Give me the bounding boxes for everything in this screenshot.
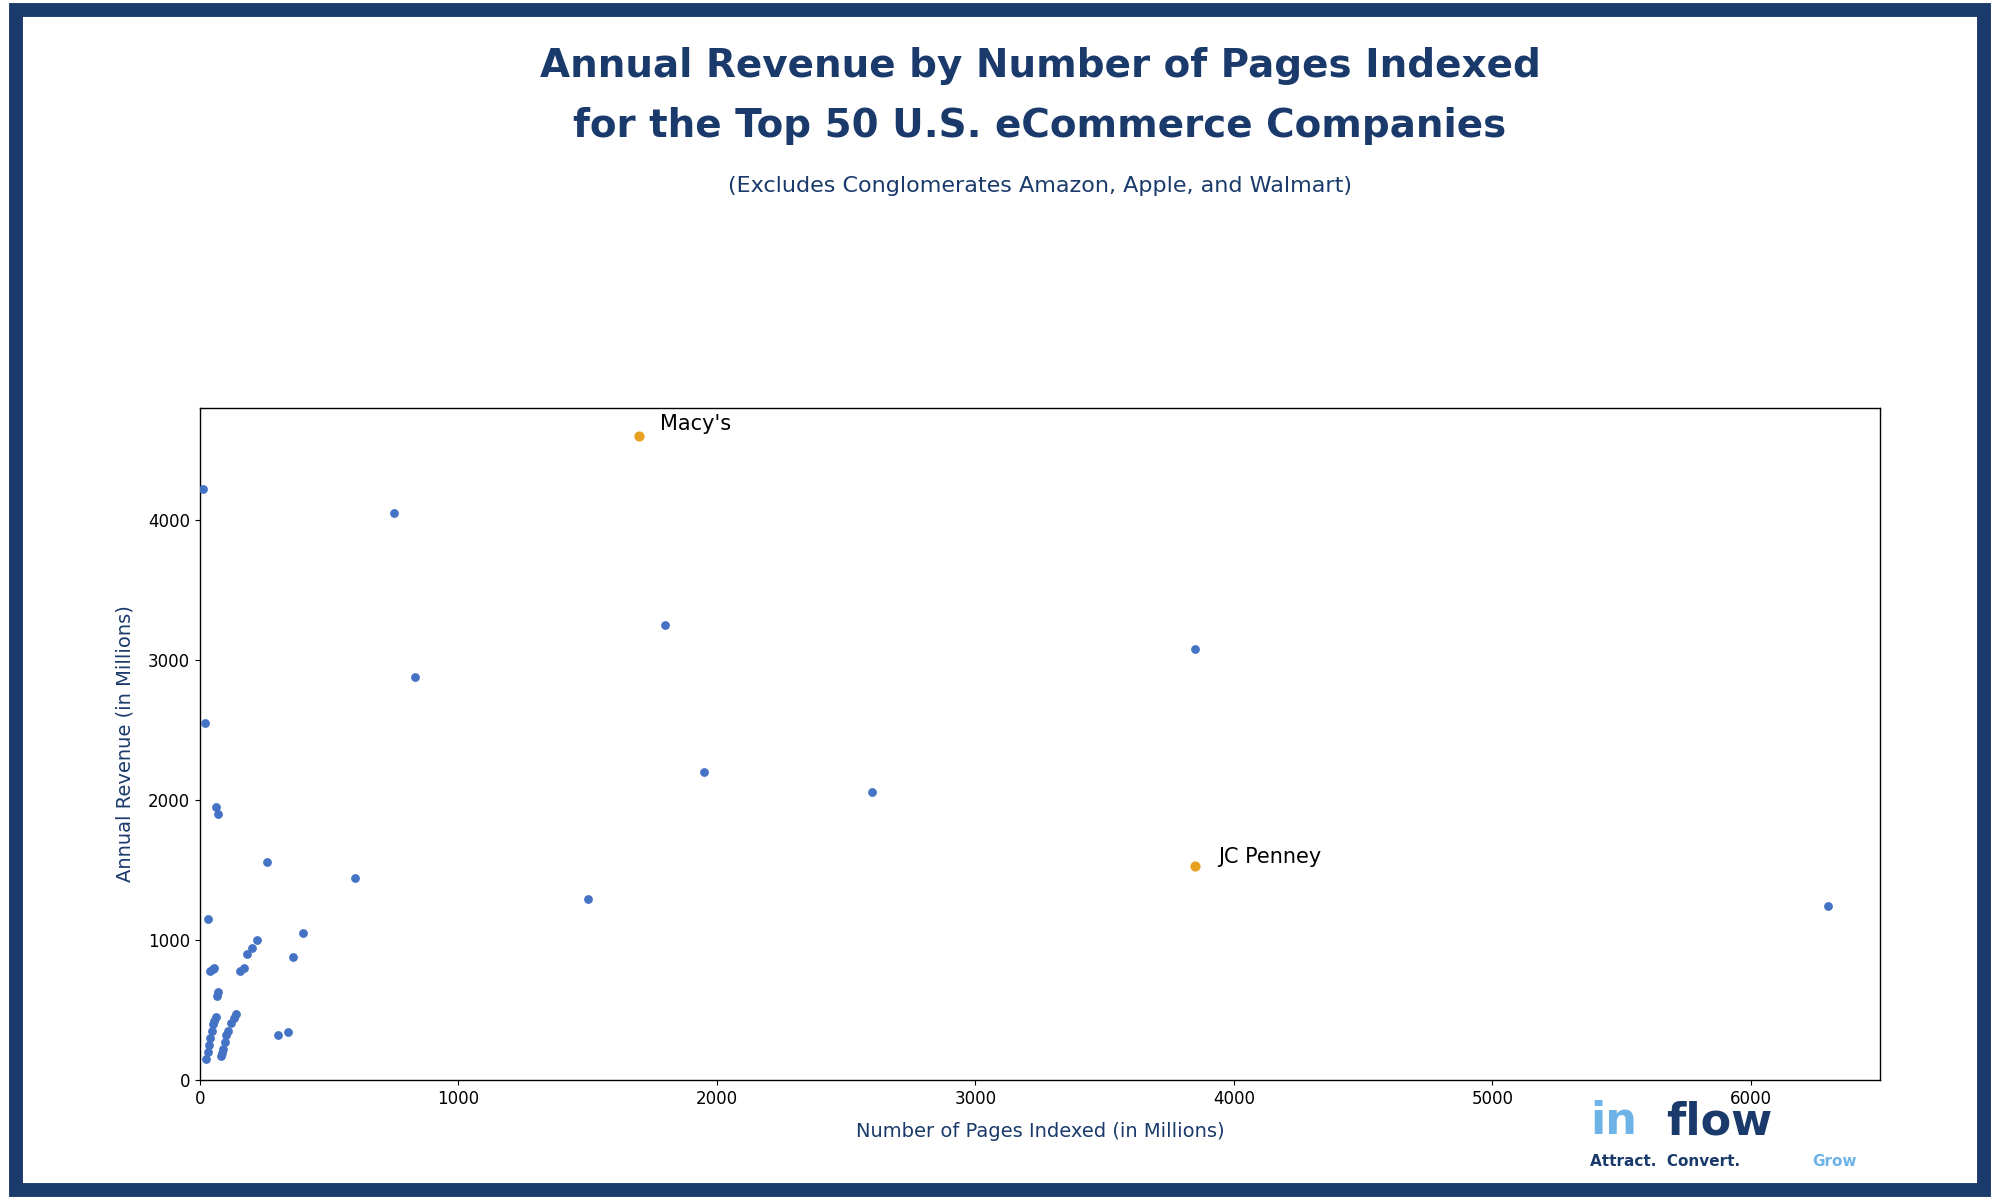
Point bbox=[340, 869, 372, 888]
Point bbox=[206, 1044, 238, 1063]
Point bbox=[194, 1036, 226, 1055]
Point bbox=[200, 1008, 232, 1027]
Point bbox=[650, 616, 682, 635]
Point bbox=[1180, 856, 1212, 875]
Point bbox=[224, 961, 256, 980]
Point bbox=[198, 959, 230, 978]
Y-axis label: Annual Revenue (in Millions): Annual Revenue (in Millions) bbox=[116, 606, 134, 882]
Point bbox=[196, 1014, 228, 1033]
Point bbox=[196, 1021, 228, 1040]
Point bbox=[572, 889, 604, 910]
Text: JC Penney: JC Penney bbox=[1218, 847, 1322, 866]
Point bbox=[202, 804, 234, 823]
Point bbox=[240, 930, 272, 949]
Text: Attract.  Convert.: Attract. Convert. bbox=[1590, 1154, 1750, 1169]
Text: for the Top 50 U.S. eCommerce Companies: for the Top 50 U.S. eCommerce Companies bbox=[574, 107, 1506, 145]
Point bbox=[1180, 640, 1212, 659]
X-axis label: Number of Pages Indexed (in Millions): Number of Pages Indexed (in Millions) bbox=[856, 1122, 1224, 1141]
Point bbox=[190, 1049, 222, 1068]
Point bbox=[210, 1026, 242, 1045]
Text: Macy's: Macy's bbox=[660, 414, 732, 434]
Point bbox=[220, 1004, 252, 1024]
Point bbox=[378, 504, 410, 523]
Point bbox=[204, 1046, 236, 1066]
Point bbox=[236, 938, 268, 958]
Point bbox=[194, 961, 226, 980]
Text: (Excludes Conglomerates Amazon, Apple, and Walmart): (Excludes Conglomerates Amazon, Apple, a… bbox=[728, 176, 1352, 196]
Point bbox=[192, 910, 224, 929]
Point bbox=[262, 1026, 294, 1045]
Point bbox=[192, 1043, 224, 1062]
Point bbox=[398, 667, 430, 686]
Point bbox=[190, 713, 222, 732]
Text: flow: flow bbox=[1666, 1100, 1772, 1144]
Point bbox=[198, 1012, 230, 1031]
Point bbox=[218, 1009, 250, 1028]
Point bbox=[856, 782, 888, 802]
Point bbox=[230, 944, 262, 964]
Point bbox=[228, 959, 260, 978]
Point bbox=[208, 1039, 240, 1058]
Point bbox=[288, 924, 320, 943]
Point bbox=[200, 986, 232, 1006]
Point bbox=[200, 797, 232, 816]
Text: Annual Revenue by Number of Pages Indexed: Annual Revenue by Number of Pages Indexe… bbox=[540, 47, 1540, 85]
Point bbox=[212, 1021, 244, 1040]
Point bbox=[208, 1032, 240, 1051]
Point bbox=[272, 1022, 304, 1042]
Point bbox=[688, 762, 720, 781]
Point bbox=[196, 960, 228, 979]
Point bbox=[1812, 896, 1844, 916]
Point bbox=[278, 947, 310, 966]
Text: Grow: Grow bbox=[1812, 1154, 1856, 1169]
Text: in: in bbox=[1590, 1100, 1636, 1144]
Point bbox=[202, 982, 234, 1001]
Point bbox=[216, 1013, 248, 1032]
Point bbox=[252, 852, 284, 871]
Point bbox=[186, 480, 218, 499]
Point bbox=[624, 426, 656, 445]
Point bbox=[194, 1028, 226, 1048]
